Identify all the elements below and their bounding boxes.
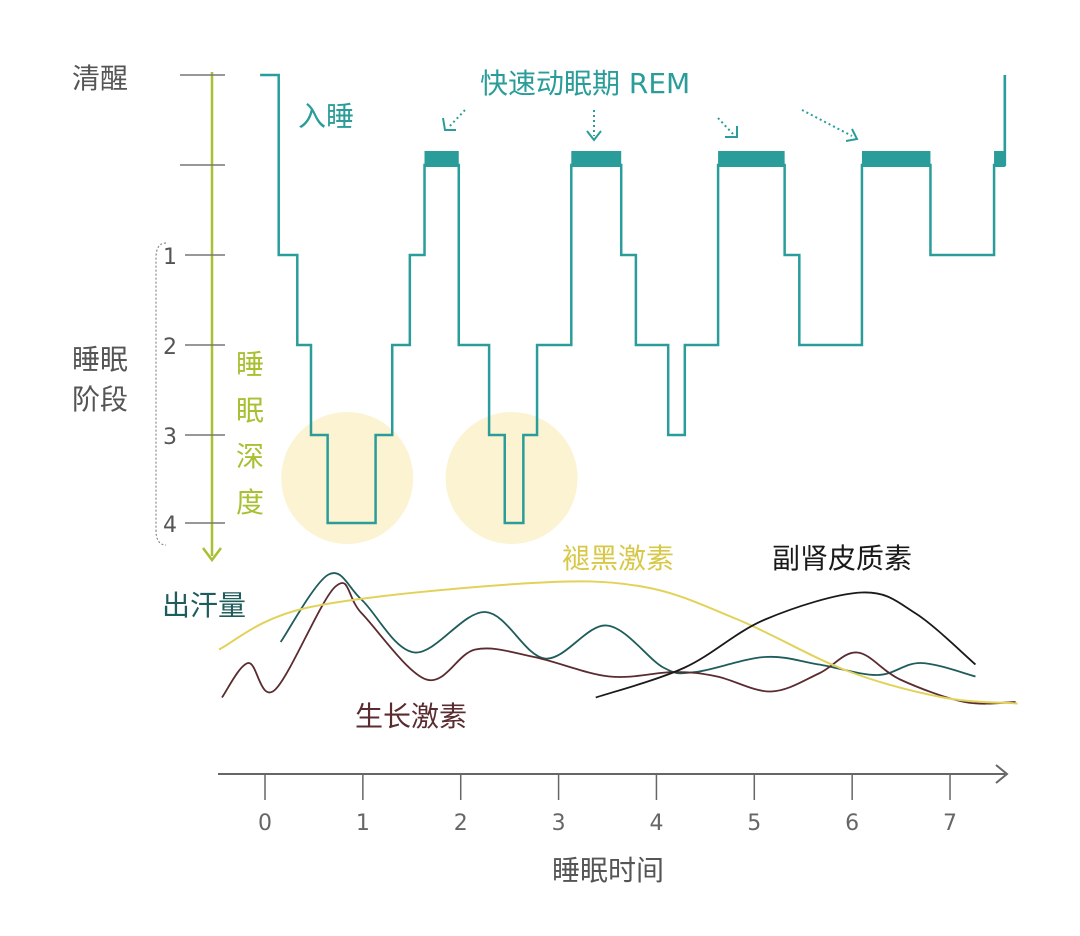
depth-axis-arrow bbox=[202, 547, 222, 563]
x-tick-label: 0 bbox=[258, 811, 272, 836]
x-tick-label: 2 bbox=[454, 811, 468, 836]
deep-sleep-highlight bbox=[445, 412, 578, 544]
stage-ticks: 1 2 3 4 bbox=[163, 74, 225, 538]
curve-出汗量 bbox=[279, 572, 976, 678]
stage-tick-label: 1 bbox=[163, 245, 177, 270]
hypnogram bbox=[260, 73, 1007, 525]
series-label: 褪黑激素 bbox=[562, 542, 674, 575]
stage-tick-label: 2 bbox=[163, 335, 177, 360]
series-label: 生长激素 bbox=[355, 700, 467, 733]
deep-sleep-highlights bbox=[281, 412, 578, 544]
rem-bar bbox=[861, 151, 931, 167]
rem-arrow-1 bbox=[447, 109, 466, 129]
stage-tick-label: 4 bbox=[163, 513, 177, 538]
rem-arrow-4 bbox=[801, 109, 853, 137]
x-tick-label: 7 bbox=[943, 811, 957, 836]
x-tick-label: 3 bbox=[552, 811, 566, 836]
wake-label: 清醒 bbox=[72, 62, 128, 95]
rem-bar bbox=[994, 151, 1005, 167]
rem-bar bbox=[424, 151, 459, 167]
rem-bar bbox=[571, 151, 622, 167]
curve-副肾皮质素 bbox=[595, 591, 977, 699]
curve-生长激素 bbox=[221, 582, 1016, 705]
curve-褪黑激素 bbox=[218, 580, 1018, 705]
onset-label: 入睡 bbox=[298, 100, 354, 133]
deep-sleep-highlight bbox=[281, 412, 414, 544]
stage-group-label: 睡眠阶段 bbox=[72, 343, 129, 416]
x-axis-label: 睡眠时间 bbox=[552, 854, 664, 887]
series-label: 出汗量 bbox=[162, 589, 246, 622]
series-label: 副肾皮质素 bbox=[772, 542, 912, 575]
x-tick-label: 6 bbox=[845, 811, 859, 836]
x-ticks: 0 1 2 3 4 5 6 7 bbox=[258, 774, 957, 836]
rem-bar bbox=[718, 151, 785, 167]
rem-arrow-4-head bbox=[845, 128, 859, 142]
x-axis-arrow bbox=[995, 764, 1009, 784]
hormone-curves bbox=[218, 572, 1018, 705]
hypnogram-line bbox=[260, 73, 1007, 525]
stage-tick-label: 3 bbox=[163, 425, 177, 450]
rem-arrow-2-head bbox=[586, 130, 602, 142]
depth-label: 睡眠深度 bbox=[236, 348, 265, 519]
rem-label: 快速动眠期 REM bbox=[480, 67, 690, 100]
rem-arrow-3 bbox=[717, 117, 734, 135]
x-tick-label: 4 bbox=[649, 811, 663, 836]
x-tick-label: 5 bbox=[747, 811, 761, 836]
x-tick-label: 1 bbox=[356, 811, 370, 836]
stage-bracket bbox=[155, 242, 167, 546]
rem-arrow-3-head bbox=[725, 126, 738, 138]
rem-pointer-arrows bbox=[442, 109, 859, 142]
rem-arrow-1-head bbox=[442, 117, 456, 131]
